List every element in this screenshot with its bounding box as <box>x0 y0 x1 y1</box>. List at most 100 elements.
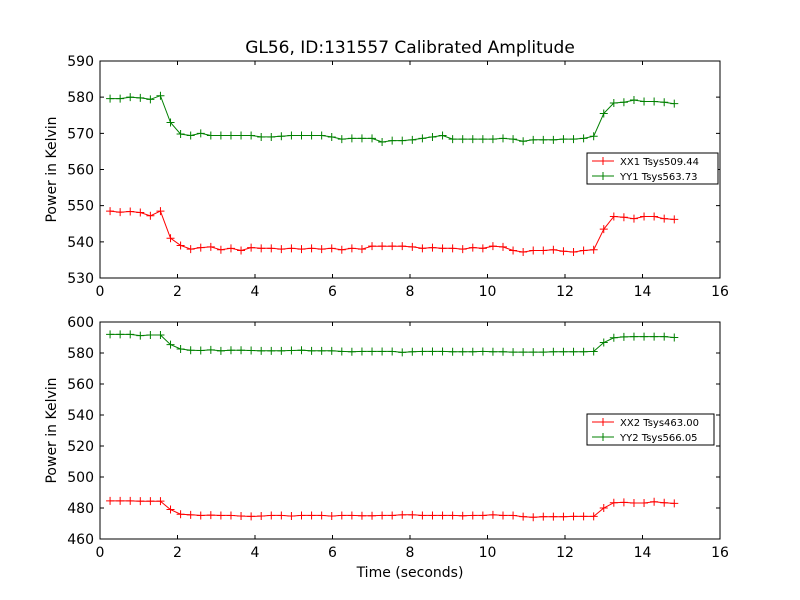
data-point <box>106 330 115 339</box>
data-point <box>297 131 306 140</box>
data-point <box>297 245 306 254</box>
data-point <box>499 511 507 520</box>
data-point <box>468 243 477 252</box>
x-tick-label: 16 <box>711 284 729 300</box>
data-point <box>549 135 558 144</box>
data-point <box>226 131 235 140</box>
data-point <box>519 348 528 357</box>
x-tick-label: 6 <box>328 284 337 300</box>
data-point <box>539 246 548 255</box>
data-point <box>146 211 155 220</box>
data-point <box>277 132 286 141</box>
data-point <box>428 132 437 141</box>
data-point <box>287 512 296 521</box>
data-point <box>529 513 538 522</box>
y-tick-label: 480 <box>67 501 94 517</box>
data-point <box>428 243 437 252</box>
legend-label: XX2 Tsys463.00 <box>620 418 699 429</box>
data-point <box>559 247 568 256</box>
data-point <box>216 245 225 254</box>
data-point <box>176 130 185 139</box>
data-point <box>458 347 467 356</box>
y-tick-label: 570 <box>67 126 94 142</box>
data-point <box>277 245 286 254</box>
data-point <box>327 132 336 141</box>
data-point <box>257 132 266 141</box>
data-point <box>257 346 266 355</box>
data-point <box>619 98 628 107</box>
data-point <box>589 512 598 521</box>
data-point <box>136 331 145 340</box>
data-point <box>357 134 366 143</box>
data-point <box>206 345 215 354</box>
data-point <box>357 245 366 254</box>
data-point <box>670 499 679 508</box>
data-point <box>327 244 336 253</box>
data-point <box>116 330 125 339</box>
chart-title: GL56, ID:131557 Calibrated Amplitude <box>245 38 575 58</box>
x-tick-label: 0 <box>96 545 105 561</box>
data-point <box>468 347 477 356</box>
data-point <box>216 511 225 520</box>
legend-label: YY2 Tsys566.05 <box>619 433 698 444</box>
data-point <box>579 512 588 521</box>
data-point <box>629 214 638 223</box>
data-point <box>418 511 427 520</box>
data-point <box>650 497 659 506</box>
data-point <box>337 347 346 356</box>
data-point <box>136 93 145 102</box>
data-point <box>660 332 669 341</box>
legend-marker <box>599 157 607 165</box>
data-point <box>448 135 457 144</box>
data-point <box>468 511 477 520</box>
data-point <box>196 346 205 355</box>
data-point <box>156 91 165 100</box>
legend-marker <box>599 433 607 441</box>
data-point <box>438 131 447 140</box>
data-point <box>307 131 316 140</box>
data-point <box>186 346 195 355</box>
data-point <box>640 212 649 221</box>
data-point <box>408 242 417 251</box>
data-point <box>408 135 417 144</box>
data-point <box>327 346 336 355</box>
data-point <box>589 132 598 141</box>
data-point <box>428 511 437 520</box>
data-point <box>569 347 578 356</box>
data-point <box>186 131 195 140</box>
data-point <box>418 244 427 253</box>
data-point <box>509 246 518 255</box>
data-point <box>509 348 518 357</box>
data-point <box>579 246 588 255</box>
legend: XX1 Tsys509.44 YY1 Tsys563.73 <box>586 152 719 185</box>
data-point <box>166 118 175 127</box>
data-point <box>368 134 377 143</box>
y-axis-label: Power in Kelvin <box>44 116 60 222</box>
data-point <box>488 510 497 519</box>
data-point <box>337 511 346 520</box>
data-point <box>378 347 387 356</box>
data-point <box>539 348 548 357</box>
data-point <box>629 96 638 105</box>
data-point <box>156 207 165 216</box>
data-point <box>156 331 165 340</box>
bottom-panel: 0 2 4 6 8 10 12 14 16 460 480 500 520 540 560 580 600 Pow… <box>44 315 729 561</box>
data-point <box>206 131 215 140</box>
data-point <box>499 134 507 143</box>
x-tick-label: 10 <box>479 545 497 561</box>
data-point <box>609 98 618 107</box>
data-point <box>277 511 286 520</box>
data-point <box>216 131 225 140</box>
data-point <box>388 347 397 356</box>
legend-marker <box>599 418 607 426</box>
data-point <box>488 347 497 356</box>
data-point <box>609 212 618 221</box>
data-point <box>478 347 487 356</box>
data-point <box>599 109 608 118</box>
data-point <box>247 512 256 521</box>
data-point <box>196 511 205 520</box>
y-tick-label: 560 <box>67 377 94 393</box>
data-point <box>488 242 497 251</box>
data-point <box>196 243 205 252</box>
